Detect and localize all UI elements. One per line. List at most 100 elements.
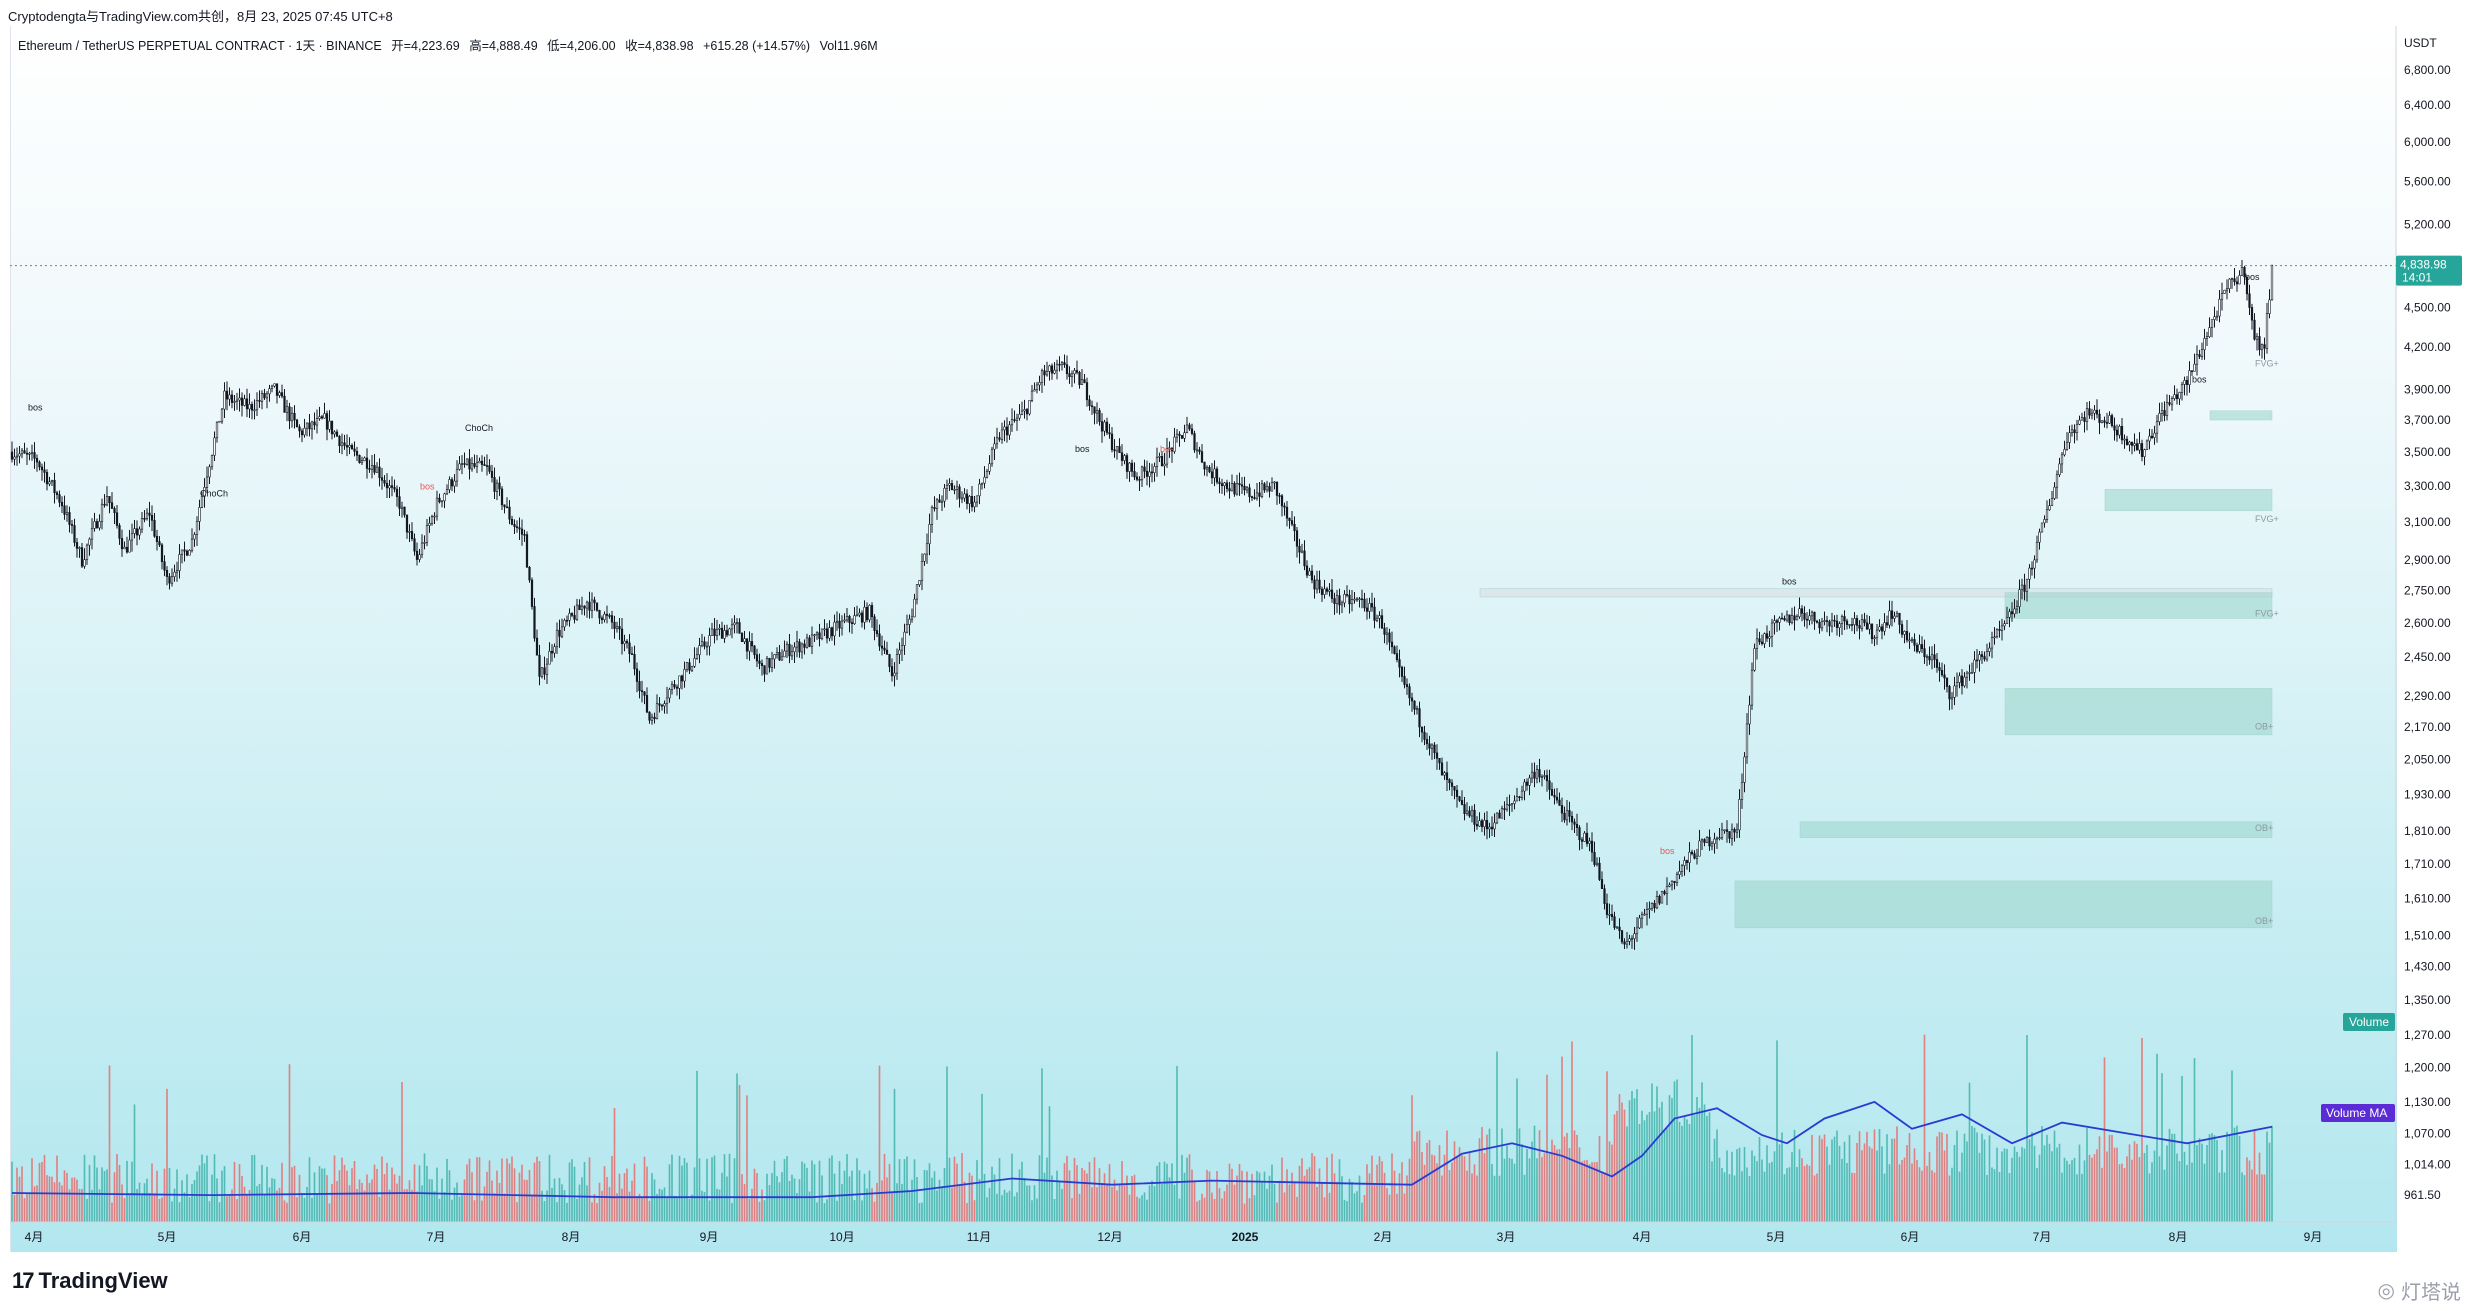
volume-bar bbox=[1216, 1170, 1218, 1222]
time-tick-label: 5月 bbox=[158, 1230, 177, 1244]
volume-bar bbox=[1943, 1150, 1946, 1222]
volume-bar bbox=[603, 1166, 606, 1222]
candle-body bbox=[200, 496, 204, 508]
candle-body bbox=[440, 500, 444, 503]
volume-bar bbox=[26, 1193, 28, 1222]
candle-body bbox=[973, 501, 976, 508]
candle-body bbox=[23, 450, 26, 454]
candle-body bbox=[1570, 815, 1574, 823]
candle-body bbox=[745, 638, 749, 652]
candle-body bbox=[1118, 446, 1121, 454]
candle-body bbox=[495, 482, 499, 492]
volume-bar bbox=[553, 1178, 556, 1222]
candle-body bbox=[2165, 402, 2169, 416]
volume-bar bbox=[1361, 1202, 1363, 1222]
volume-bar bbox=[1331, 1153, 1333, 1222]
candle-body bbox=[1630, 938, 1634, 940]
candle-body bbox=[2018, 589, 2021, 607]
candle-body bbox=[538, 654, 541, 677]
candle-body bbox=[983, 476, 986, 484]
volume-bar bbox=[1821, 1138, 1823, 1222]
volume-bar bbox=[461, 1193, 463, 1222]
volume-bar bbox=[556, 1202, 558, 1222]
volume-bar bbox=[621, 1188, 623, 1222]
candle-body bbox=[1598, 862, 1601, 880]
candle-body bbox=[648, 711, 651, 721]
volume-bar bbox=[436, 1167, 438, 1222]
volume-bar bbox=[2158, 1156, 2161, 1222]
time-axis[interactable]: 4月 5月 6月 7月 8月 9月 10月 11月 12月 2025 2月 3月 4月 5月 6月 7月 8月 9… bbox=[10, 1221, 2396, 1244]
volume-bar bbox=[1496, 1051, 1498, 1222]
volume-bar bbox=[421, 1185, 423, 1222]
volume-bar bbox=[686, 1162, 688, 1222]
volume-bar bbox=[1281, 1157, 1283, 1222]
volume-bar bbox=[811, 1160, 813, 1222]
volume-bar bbox=[2203, 1163, 2206, 1222]
candle-body bbox=[208, 466, 211, 478]
volume-bar bbox=[1643, 1120, 1646, 1222]
volume-bar bbox=[1236, 1175, 1238, 1222]
volume-bar bbox=[2228, 1134, 2231, 1222]
candle-body bbox=[788, 643, 791, 657]
volume-bar bbox=[663, 1187, 666, 1222]
candle-body bbox=[1820, 621, 1824, 629]
candle-body bbox=[1470, 809, 1474, 817]
candle-body bbox=[1278, 495, 1281, 497]
candle-body bbox=[2230, 278, 2234, 280]
volume-bar bbox=[201, 1154, 203, 1222]
volume-bar bbox=[773, 1160, 776, 1222]
candle-body bbox=[1363, 598, 1366, 609]
candle-body bbox=[695, 654, 699, 659]
volume-bar bbox=[53, 1182, 56, 1222]
volume-bar bbox=[16, 1167, 18, 1222]
candle-body bbox=[173, 571, 176, 577]
candle-body bbox=[240, 397, 244, 406]
volume-bar bbox=[831, 1155, 833, 1222]
candle-body bbox=[1003, 426, 1006, 431]
volume-bar bbox=[151, 1163, 153, 1222]
tradingview-logo[interactable]: 17 TradingView bbox=[12, 1268, 168, 1294]
volume-bar bbox=[1731, 1151, 1733, 1222]
candle-body bbox=[170, 576, 174, 584]
candle-body bbox=[655, 703, 659, 720]
volume-bar bbox=[758, 1201, 761, 1222]
volume-bar bbox=[1133, 1174, 1136, 1222]
candle-body bbox=[965, 493, 969, 504]
symbol-name[interactable]: Ethereum / TetherUS PERPETUAL CONTRACT ·… bbox=[18, 39, 382, 53]
volume-bar bbox=[1936, 1136, 1938, 1222]
candle-body bbox=[1195, 449, 1199, 452]
candle-body bbox=[90, 528, 94, 540]
volume-bar bbox=[1803, 1166, 1806, 1222]
volume-bar bbox=[931, 1177, 933, 1222]
volume-bar bbox=[2196, 1145, 2198, 1222]
volume-bar bbox=[1873, 1129, 1876, 1222]
candle-body bbox=[755, 654, 759, 662]
volume-bar bbox=[1888, 1164, 1891, 1222]
candle-body bbox=[1653, 902, 1656, 909]
volume-bar bbox=[733, 1158, 736, 1222]
currency-label[interactable]: USDT bbox=[2404, 36, 2437, 50]
candle-body bbox=[888, 654, 891, 667]
candle-body bbox=[1710, 843, 1714, 847]
volume-bar bbox=[1396, 1193, 1398, 1222]
volume-bar bbox=[1048, 1106, 1051, 1222]
price-axis[interactable]: 6,800.006,400.006,000.005,600.005,200.00… bbox=[2395, 26, 2451, 1222]
volume-bar bbox=[1848, 1135, 1851, 1222]
candle-body bbox=[675, 686, 679, 689]
volume-bar bbox=[1316, 1186, 1318, 1222]
candle-body bbox=[1208, 466, 1211, 473]
candle-body bbox=[1700, 839, 1704, 842]
fvg-zone bbox=[2004, 592, 2273, 619]
volume-bar bbox=[1743, 1146, 1746, 1222]
candle-body bbox=[2073, 429, 2076, 434]
volume-bar bbox=[1488, 1128, 1491, 1222]
volume-bar bbox=[1893, 1138, 1896, 1222]
candle-body bbox=[2055, 474, 2059, 488]
chart-frame[interactable] bbox=[10, 26, 2397, 1252]
volume-bar bbox=[523, 1179, 526, 1222]
candle-body bbox=[1273, 481, 1276, 484]
candle-body bbox=[595, 602, 599, 611]
volume-bar bbox=[448, 1170, 451, 1222]
price-tick-label: 2,900.00 bbox=[2404, 553, 2451, 567]
